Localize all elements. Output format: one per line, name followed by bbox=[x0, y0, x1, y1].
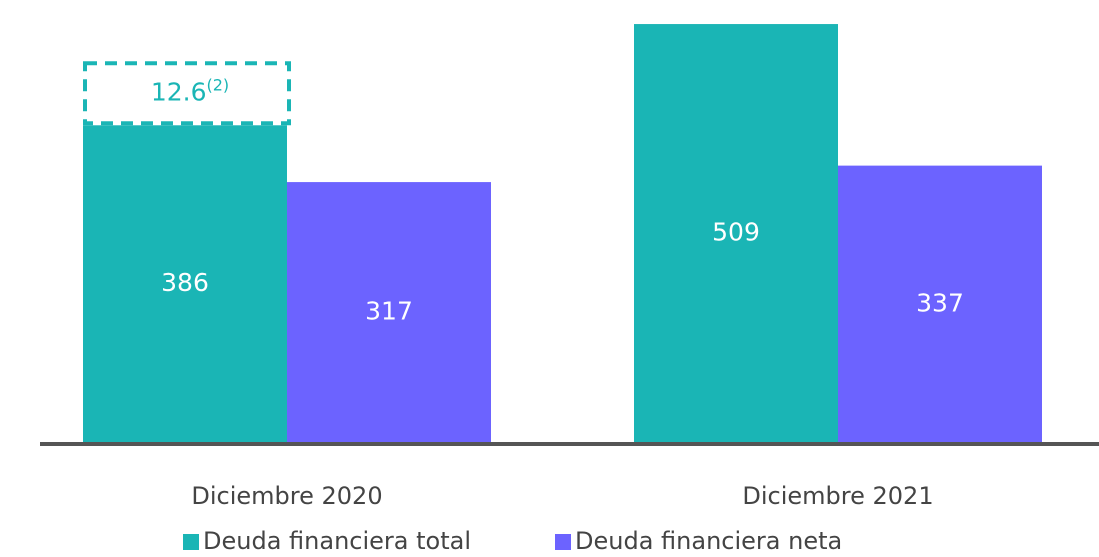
value-label: 317 bbox=[365, 297, 413, 326]
bar bbox=[634, 24, 838, 444]
bar bbox=[287, 182, 491, 444]
legend-swatch bbox=[555, 534, 571, 550]
value-label: 337 bbox=[916, 288, 964, 317]
legend-label: Deuda financiera total bbox=[203, 527, 471, 553]
annotation: 12.6(2) bbox=[151, 75, 229, 107]
annotation-box bbox=[83, 61, 291, 126]
legend-label: Deuda financiera neta bbox=[575, 527, 842, 553]
value-label: 386 bbox=[161, 268, 209, 297]
annotation-superscript: (2) bbox=[207, 75, 230, 94]
value-label: 509 bbox=[712, 218, 760, 247]
bar bbox=[838, 165, 1042, 443]
legend-swatch bbox=[183, 534, 199, 550]
x-tick-label: Diciembre 2020 bbox=[191, 482, 382, 510]
bar bbox=[83, 125, 287, 444]
annotation-value: 12.6 bbox=[151, 77, 207, 106]
x-tick-label: Diciembre 2021 bbox=[742, 482, 933, 510]
